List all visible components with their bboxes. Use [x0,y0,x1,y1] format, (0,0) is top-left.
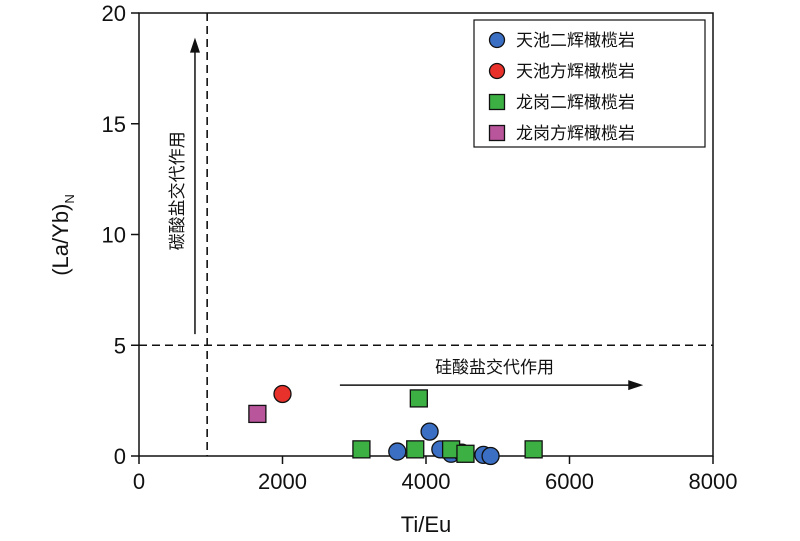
horizontal-arrow-head [628,380,644,391]
x-axis-label: Ti/Eu [401,512,452,536]
x-tick-label: 6000 [545,469,594,494]
data-point [481,446,500,466]
legend-box [473,19,706,148]
data-point [352,440,371,459]
data-point [388,442,407,461]
legend-label: 龙岗二辉橄榄岩 [516,93,635,112]
data-points [248,384,543,466]
data-point [273,384,292,404]
data-point [420,422,439,441]
legend-marker [488,93,506,111]
vertical-arrow-head [189,37,200,53]
y-tick-label: 5 [114,333,126,358]
data-point [456,444,475,463]
y-axis-label-main: (La/Yb) [48,204,73,276]
vertical-arrow-label: 碳酸盐交代作用 [168,131,187,250]
data-point [409,389,428,408]
legend-marker [488,31,506,49]
legend-label: 天池方辉橄榄岩 [516,62,635,81]
x-tick-label: 2000 [258,469,307,494]
y-axis-label-subscript: N [62,194,77,203]
legend-label: 天池二辉橄榄岩 [516,31,635,50]
reference-lines [139,13,713,456]
y-tick-label: 10 [102,223,126,248]
x-tick-label: 0 [133,469,145,494]
data-point [524,440,543,459]
y-tick-label: 15 [102,112,126,137]
data-point [248,404,267,424]
x-tick-label: 4000 [402,469,451,494]
legend-label: 龙岗方辉橄榄岩 [516,124,635,143]
y-tick-label: 20 [102,1,126,26]
axis-ticks: 0 2000 4000 6000 8000 0 5 10 15 20 [102,1,738,494]
horizontal-arrow-label: 硅酸盐交代作用 [435,358,554,377]
legend-marker [488,124,506,142]
legend-marker [488,62,506,80]
y-tick-label: 0 [114,444,126,469]
data-point [406,440,425,459]
y-axis-label: (La/Yb)N [48,194,77,276]
x-tick-label: 8000 [689,469,738,494]
